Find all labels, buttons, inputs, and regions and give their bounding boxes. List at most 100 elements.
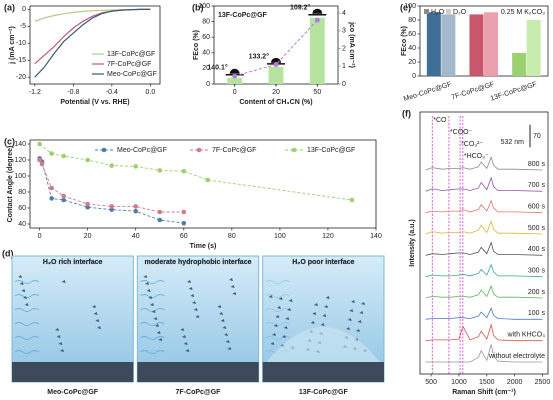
molecule	[278, 297, 283, 300]
molecule	[222, 326, 227, 329]
x-tick-label: -0.4	[106, 89, 118, 96]
y2-tick-label: 1	[342, 63, 346, 70]
y-axis-label: j (mA cm⁻²)	[9, 26, 16, 65]
y2-tick-label: 0	[342, 81, 346, 88]
molecule	[220, 319, 225, 322]
data-point	[61, 193, 66, 199]
series-label: 200 s	[528, 289, 546, 296]
molecule	[60, 349, 64, 352]
molecule	[18, 275, 22, 278]
bar	[227, 77, 243, 84]
electrode	[137, 362, 259, 382]
molecule	[151, 310, 156, 313]
x-axis-label: Time (s)	[190, 243, 217, 250]
water-wave	[140, 350, 165, 354]
y-tick-label: 140	[14, 141, 26, 148]
x-tick-label: 50	[313, 89, 321, 96]
electrode	[12, 362, 134, 382]
molecule	[349, 309, 354, 312]
data-point	[181, 168, 187, 174]
molecule	[282, 335, 286, 338]
spectrum	[425, 219, 543, 235]
molecule	[187, 280, 191, 283]
water-wave	[265, 336, 290, 340]
bar	[441, 14, 456, 76]
molecule	[61, 280, 66, 283]
panel-label-bottom: Meo-CoPc@GF	[47, 389, 98, 396]
data-point	[49, 151, 54, 156]
molecule	[230, 285, 235, 288]
y-tick-label: 80	[202, 18, 210, 25]
data-point	[39, 161, 45, 167]
molecule	[324, 305, 328, 308]
molecule	[182, 335, 186, 338]
molecule	[273, 324, 278, 327]
molecule	[357, 320, 362, 323]
spectrum	[425, 344, 543, 363]
water-wave	[140, 336, 165, 340]
data-point	[205, 177, 211, 183]
water-wave	[265, 322, 290, 326]
droplet	[229, 68, 240, 74]
x-tick-label: 0	[233, 89, 237, 96]
interface-panel	[136, 255, 260, 383]
molecule	[351, 300, 355, 303]
molecule	[153, 317, 158, 320]
molecule	[180, 328, 185, 331]
panel-label: (b)	[192, 2, 204, 12]
bar	[426, 12, 441, 77]
spectrum	[425, 323, 543, 342]
water-wave	[14, 294, 40, 298]
x-tick-label: Meo-CoPc@GF	[403, 81, 453, 103]
y-axis-label: FEco (%)	[401, 26, 408, 56]
molecule	[285, 317, 290, 320]
panel-label: (d)	[2, 248, 14, 258]
legend-marker	[291, 147, 297, 153]
legend-label: H₂O	[431, 9, 445, 16]
y-tick-label: 80	[408, 17, 416, 24]
x-tick-label: 80	[228, 233, 236, 240]
molecule	[56, 335, 61, 338]
molecule	[312, 312, 317, 315]
molecule	[325, 296, 330, 299]
molecule	[287, 308, 291, 311]
bar	[268, 66, 284, 84]
y2-tick-label: 2	[342, 45, 346, 52]
spectrum	[425, 176, 543, 192]
molecule	[359, 311, 364, 314]
x-tick-label: 0.0	[146, 89, 156, 96]
contact-angle: 133.2°	[249, 53, 270, 61]
series-label: 400 s	[528, 246, 546, 253]
legend-label: Meo-CoPc@GF	[107, 71, 157, 78]
x-tick-label: 500	[425, 379, 437, 386]
water-wave	[14, 308, 40, 312]
series-label: 800 s	[528, 161, 546, 168]
x-tick-label: -1.2	[29, 89, 41, 96]
molecule	[224, 333, 228, 336]
y-tick-label: -20	[16, 74, 26, 81]
droplet	[312, 8, 323, 14]
molecule	[322, 314, 327, 317]
x-tick-label: 1500	[479, 379, 495, 386]
molecule	[21, 289, 26, 292]
electrode	[262, 362, 384, 382]
bar	[469, 14, 484, 76]
legend-label: 7F-CoPc@GF	[212, 147, 256, 154]
molecule	[188, 287, 193, 290]
molecule	[217, 305, 222, 308]
molecule	[310, 321, 315, 324]
y-tick-label: 60	[202, 34, 210, 41]
bar	[526, 20, 541, 76]
molecule	[320, 323, 325, 326]
scale-bar-label: 70	[533, 133, 541, 140]
water-wave	[140, 322, 165, 326]
y-tick-label: -5	[20, 23, 26, 30]
data-point	[273, 62, 279, 67]
water-wave	[140, 280, 165, 284]
data-point	[85, 204, 90, 210]
data-point	[133, 204, 139, 209]
bar	[484, 12, 499, 77]
y-tick-label: 0	[22, 6, 26, 13]
molecule	[146, 289, 151, 292]
